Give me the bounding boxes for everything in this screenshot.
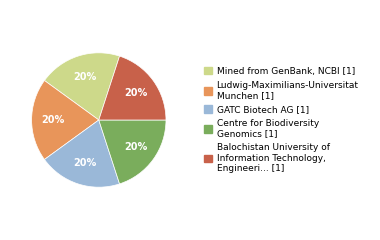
Legend: Mined from GenBank, NCBI [1], Ludwig-Maximilians-Universitat
Munchen [1], GATC B: Mined from GenBank, NCBI [1], Ludwig-Max… [202,65,360,175]
Text: 20%: 20% [73,72,96,82]
Wedge shape [32,80,99,160]
Text: 20%: 20% [124,142,147,152]
Text: 20%: 20% [41,115,65,125]
Wedge shape [99,120,166,184]
Text: 20%: 20% [73,158,96,168]
Wedge shape [44,53,120,120]
Text: 20%: 20% [124,88,147,98]
Wedge shape [44,120,120,187]
Wedge shape [99,56,166,120]
